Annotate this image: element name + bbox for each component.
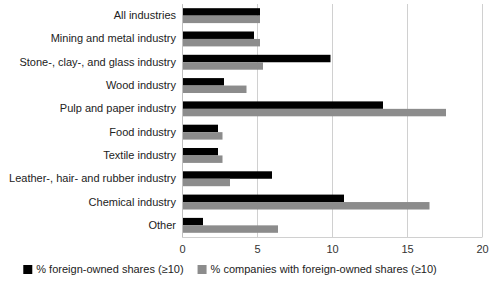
category-label: Mining and metal industry bbox=[51, 32, 177, 44]
category-label: Leather-, hair- and rubber industry bbox=[9, 172, 176, 184]
x-tick-label: 20 bbox=[476, 243, 488, 255]
category-label: Other bbox=[148, 219, 176, 231]
bar bbox=[182, 132, 223, 139]
legend: % foreign-owned shares (≥10) % companies … bbox=[23, 263, 436, 275]
x-tick: 5 bbox=[254, 237, 260, 255]
y-tick: Wood industry bbox=[106, 79, 182, 91]
x-tick-label: 10 bbox=[326, 243, 338, 255]
y-axis: All industries Mining and metal industry S… bbox=[9, 5, 182, 238]
bar bbox=[182, 8, 260, 15]
bar bbox=[182, 179, 230, 186]
legend-swatch bbox=[198, 265, 207, 274]
legend-label: % companies with foreign-owned shares (≥… bbox=[211, 263, 437, 275]
y-tick: Food industry bbox=[109, 126, 182, 138]
category-label: All industries bbox=[114, 9, 177, 21]
category-label: Food industry bbox=[109, 126, 176, 138]
bar bbox=[182, 148, 218, 155]
bar bbox=[182, 155, 223, 162]
x-tick: 20 bbox=[476, 237, 488, 255]
x-tick-label: 0 bbox=[179, 243, 185, 255]
bar bbox=[182, 171, 272, 178]
bar bbox=[182, 31, 254, 38]
bar bbox=[182, 86, 247, 93]
x-tick: 0 bbox=[179, 237, 185, 255]
chart: 0 5 10 15 20 All industries Mining and metal i… bbox=[0, 0, 500, 281]
legend-item: % foreign-owned shares (≥10) bbox=[23, 263, 183, 275]
plot: 0 5 10 15 20 All industries Mining and metal i… bbox=[9, 4, 489, 255]
bar bbox=[182, 101, 383, 108]
legend-item: % companies with foreign-owned shares (≥… bbox=[198, 263, 437, 275]
x-axis: 0 5 10 15 20 bbox=[179, 237, 488, 255]
category-label: Pulp and paper industry bbox=[60, 102, 177, 114]
grid bbox=[182, 4, 482, 237]
bar bbox=[182, 195, 344, 202]
category-label: Wood industry bbox=[106, 79, 177, 91]
bar bbox=[182, 225, 278, 232]
bar bbox=[182, 16, 260, 23]
category-label: Stone-, clay-, and glass industry bbox=[19, 56, 176, 68]
y-tick: Other bbox=[148, 219, 182, 231]
legend-swatch bbox=[23, 265, 32, 274]
x-axis-line bbox=[183, 237, 483, 238]
bars bbox=[182, 8, 446, 233]
x-tick: 15 bbox=[401, 237, 413, 255]
y-tick: Mining and metal industry bbox=[51, 32, 182, 44]
bar bbox=[182, 109, 446, 116]
y-tick: Stone-, clay-, and glass industry bbox=[19, 56, 182, 68]
y-tick: Leather-, hair- and rubber industry bbox=[9, 172, 182, 184]
legend-label: % foreign-owned shares (≥10) bbox=[36, 263, 183, 275]
bar bbox=[182, 55, 331, 62]
bar bbox=[182, 39, 260, 46]
category-label: Textile industry bbox=[103, 149, 176, 161]
x-tick-label: 15 bbox=[401, 243, 413, 255]
y-tick: Textile industry bbox=[103, 149, 182, 161]
bar bbox=[182, 78, 224, 85]
grid-line bbox=[182, 4, 183, 237]
y-axis-line bbox=[182, 5, 183, 238]
bar bbox=[182, 125, 218, 132]
category-label: Chemical industry bbox=[89, 196, 177, 208]
bar bbox=[182, 62, 263, 69]
grid-line bbox=[482, 4, 483, 237]
x-tick-label: 5 bbox=[254, 243, 260, 255]
y-tick: All industries bbox=[114, 9, 182, 21]
bar bbox=[182, 202, 430, 209]
x-tick: 10 bbox=[326, 237, 338, 255]
y-tick: Chemical industry bbox=[89, 196, 182, 208]
bar bbox=[182, 218, 203, 225]
y-tick: Pulp and paper industry bbox=[60, 102, 182, 114]
